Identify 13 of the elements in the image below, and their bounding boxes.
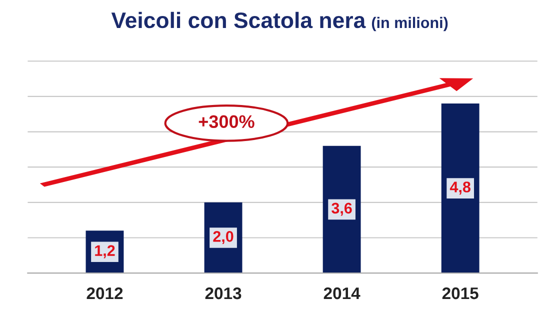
x-tick-label: 2015 [442, 287, 478, 300]
bar [322, 146, 361, 274]
data-label: 2,0 [213, 231, 234, 244]
bar [441, 104, 480, 274]
data-label: 3,6 [332, 202, 352, 216]
data-label: 4,8 [450, 182, 470, 195]
chart-subtitle: (in milioni) [372, 16, 448, 32]
chart-title: Veicoli con Scatola nera [111, 12, 366, 28]
x-tick-label: 2014 [324, 287, 360, 300]
x-tick-label: 2013 [205, 287, 242, 300]
x-tick-label: 2012 [86, 287, 123, 300]
annotation: +300% [198, 115, 254, 128]
data-label: 1,2 [95, 245, 115, 258]
